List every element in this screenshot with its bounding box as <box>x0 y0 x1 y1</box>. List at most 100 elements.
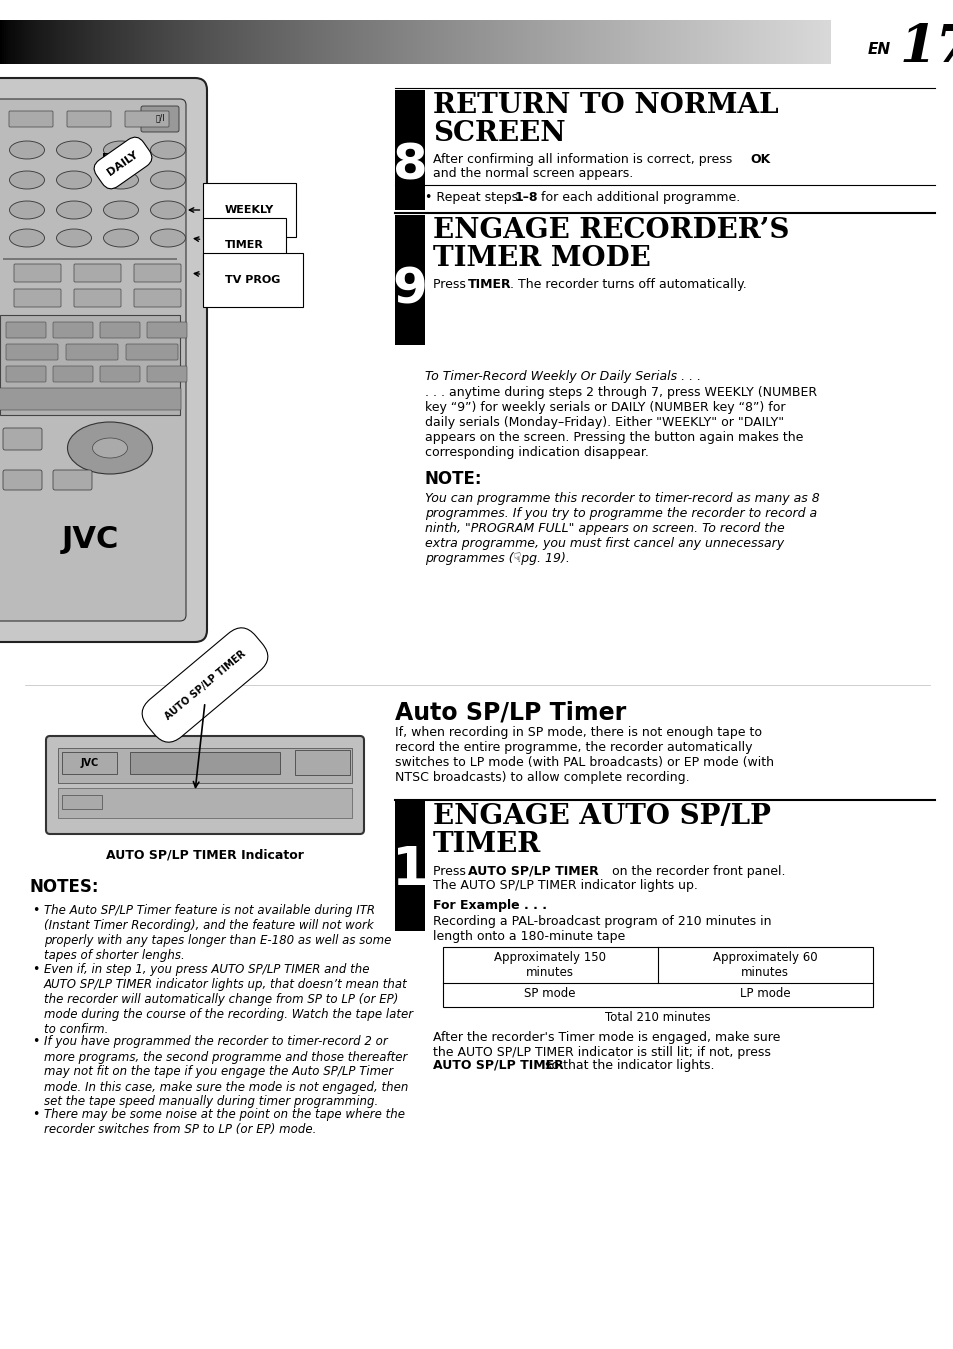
Bar <box>496 20 498 63</box>
Bar <box>413 20 416 63</box>
Bar <box>788 20 791 63</box>
Bar <box>574 20 578 63</box>
Bar <box>808 20 811 63</box>
Bar <box>280 20 283 63</box>
Bar <box>512 20 515 63</box>
Bar <box>351 20 354 63</box>
Bar <box>213 20 216 63</box>
Bar <box>504 20 507 63</box>
Ellipse shape <box>151 171 185 189</box>
Bar <box>591 20 594 63</box>
Bar <box>355 20 357 63</box>
Bar <box>676 20 679 63</box>
Bar <box>29 20 32 63</box>
Bar <box>657 20 660 63</box>
Bar <box>558 20 560 63</box>
Bar <box>508 20 511 63</box>
Bar <box>348 20 352 63</box>
Bar <box>251 20 253 63</box>
Bar <box>659 20 662 63</box>
Bar <box>162 20 165 63</box>
Bar <box>191 20 193 63</box>
Bar <box>718 20 720 63</box>
Text: AUTO SP/LP TIMER: AUTO SP/LP TIMER <box>468 865 598 878</box>
Bar <box>328 20 331 63</box>
Bar <box>684 20 687 63</box>
Bar <box>340 20 343 63</box>
Bar <box>755 20 758 63</box>
Bar <box>423 20 426 63</box>
Bar <box>19 20 22 63</box>
Bar <box>245 20 248 63</box>
Bar <box>767 20 770 63</box>
Bar <box>220 20 223 63</box>
Bar <box>234 20 237 63</box>
Bar <box>33 20 36 63</box>
Text: Press: Press <box>433 278 470 291</box>
FancyBboxPatch shape <box>46 737 364 834</box>
Bar <box>268 20 271 63</box>
Text: WEEKLY: WEEKLY <box>189 205 274 214</box>
Bar <box>152 20 154 63</box>
Bar <box>715 20 719 63</box>
Text: for each additional programme.: for each additional programme. <box>537 192 740 204</box>
Bar <box>79 20 82 63</box>
Bar <box>757 20 760 63</box>
Text: If you have programmed the recorder to timer-record 2 or
more programs, the seco: If you have programmed the recorder to t… <box>44 1036 408 1109</box>
Bar <box>99 20 103 63</box>
Bar <box>182 20 186 63</box>
Bar <box>813 20 816 63</box>
Bar <box>282 20 285 63</box>
Bar <box>255 20 258 63</box>
Bar <box>344 20 347 63</box>
Bar <box>39 20 43 63</box>
Text: ENGAGE RECORDER’S: ENGAGE RECORDER’S <box>433 217 788 244</box>
Text: LP mode: LP mode <box>739 987 789 1000</box>
Bar <box>781 20 784 63</box>
Ellipse shape <box>56 142 91 159</box>
FancyBboxPatch shape <box>147 322 187 339</box>
Bar <box>394 20 396 63</box>
Bar <box>406 20 410 63</box>
Bar <box>589 20 592 63</box>
Bar <box>822 20 826 63</box>
Bar <box>319 20 322 63</box>
Bar <box>95 20 98 63</box>
Bar <box>473 20 476 63</box>
Text: • Repeat steps: • Repeat steps <box>424 192 521 204</box>
Bar <box>446 20 449 63</box>
Bar <box>655 20 659 63</box>
Text: The Auto SP/LP Timer feature is not available during ITR
(Instant Timer Recordin: The Auto SP/LP Timer feature is not avai… <box>44 904 391 962</box>
Bar <box>543 20 546 63</box>
Bar <box>62 751 117 774</box>
Text: TV PROG: TV PROG <box>194 271 280 285</box>
Bar <box>699 20 701 63</box>
Bar <box>170 20 173 63</box>
Bar <box>240 20 244 63</box>
Bar <box>517 20 519 63</box>
Bar <box>381 20 384 63</box>
FancyBboxPatch shape <box>6 322 46 339</box>
Bar <box>458 20 461 63</box>
Bar <box>315 20 318 63</box>
Bar <box>783 20 786 63</box>
Bar <box>390 20 393 63</box>
Bar <box>506 20 509 63</box>
Bar <box>62 20 65 63</box>
Bar <box>742 20 745 63</box>
Bar <box>686 20 689 63</box>
Text: AUTO SP/LP TIMER: AUTO SP/LP TIMER <box>433 1059 563 1072</box>
Bar <box>12 20 15 63</box>
Bar <box>695 20 698 63</box>
Bar <box>145 20 148 63</box>
Ellipse shape <box>103 142 138 159</box>
Bar <box>93 20 96 63</box>
Bar <box>313 20 316 63</box>
Bar <box>759 20 761 63</box>
Bar <box>609 20 613 63</box>
Bar <box>330 20 333 63</box>
Text: TIMER MODE: TIMER MODE <box>433 246 650 272</box>
Bar <box>476 20 479 63</box>
Bar <box>189 20 192 63</box>
Bar <box>176 20 179 63</box>
